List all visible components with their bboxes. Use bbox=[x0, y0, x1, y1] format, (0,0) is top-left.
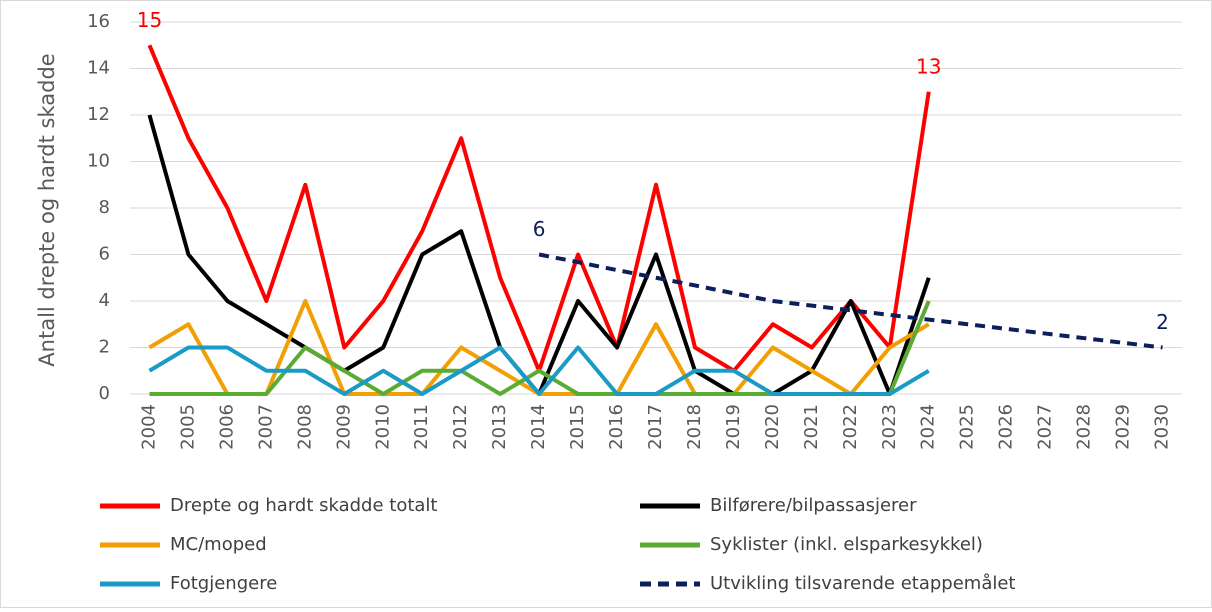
x-tick-label: 2014 bbox=[528, 404, 549, 450]
data-label: 6 bbox=[533, 217, 546, 241]
y-axis-label: Antall drepte og hardt skadde bbox=[35, 53, 59, 366]
x-tick-label: 2013 bbox=[489, 404, 510, 450]
data-label: 13 bbox=[916, 54, 941, 78]
x-tick-label: 2027 bbox=[1035, 404, 1056, 450]
x-tick-label: 2009 bbox=[333, 404, 354, 450]
y-tick-label: 10 bbox=[87, 151, 110, 172]
y-tick-label: 12 bbox=[87, 104, 110, 125]
data-label: 15 bbox=[137, 8, 162, 32]
legend-label: Fotgjengere bbox=[170, 573, 277, 594]
x-tick-label: 2028 bbox=[1074, 404, 1095, 450]
series-line bbox=[538, 252, 1163, 350]
x-tick-label: 2025 bbox=[957, 404, 978, 450]
x-tick-label: 2022 bbox=[840, 404, 861, 450]
x-tick-label: 2026 bbox=[996, 404, 1017, 450]
x-tick-label: 2029 bbox=[1113, 404, 1134, 450]
data-label: 2 bbox=[1156, 310, 1169, 334]
y-tick-label: 4 bbox=[99, 290, 110, 311]
x-tick-label: 2018 bbox=[684, 404, 705, 450]
x-tick-label: 2020 bbox=[762, 404, 783, 450]
legend-label: Bilførere/bilpassasjerer bbox=[710, 495, 917, 516]
y-tick-label: 16 bbox=[87, 11, 110, 32]
x-tick-label: 2015 bbox=[567, 404, 588, 450]
x-tick-label: 2010 bbox=[372, 404, 393, 450]
x-tick-label: 2011 bbox=[411, 404, 432, 450]
series-line bbox=[148, 345, 930, 396]
x-tick-label: 2023 bbox=[879, 404, 900, 450]
x-tick-label: 2008 bbox=[294, 404, 315, 450]
legend-label: Drepte og hardt skadde totalt bbox=[170, 495, 438, 516]
y-tick-label: 0 bbox=[99, 383, 110, 404]
x-tick-label: 2016 bbox=[606, 404, 627, 450]
x-tick-label: 2007 bbox=[255, 404, 276, 450]
y-tick-label: 6 bbox=[99, 244, 110, 265]
legend-label: MC/moped bbox=[170, 534, 267, 555]
x-tick-label: 2006 bbox=[216, 404, 237, 450]
y-tick-label: 2 bbox=[99, 337, 110, 358]
x-tick-label: 2017 bbox=[645, 404, 666, 450]
legend-label: Syklister (inkl. elsparkesykkel) bbox=[710, 534, 983, 555]
y-tick-label: 14 bbox=[87, 58, 110, 79]
x-tick-label: 2021 bbox=[801, 404, 822, 450]
x-tick-label: 2030 bbox=[1152, 404, 1173, 450]
legend-label: Utvikling tilsvarende etappemålet bbox=[710, 573, 1015, 594]
x-tick-label: 2004 bbox=[138, 404, 159, 450]
x-tick-label: 2012 bbox=[450, 404, 471, 450]
x-tick-label: 2005 bbox=[177, 404, 198, 450]
x-tick-label: 2019 bbox=[723, 404, 744, 450]
x-tick-label: 2024 bbox=[918, 404, 939, 450]
y-tick-label: 8 bbox=[99, 197, 110, 218]
